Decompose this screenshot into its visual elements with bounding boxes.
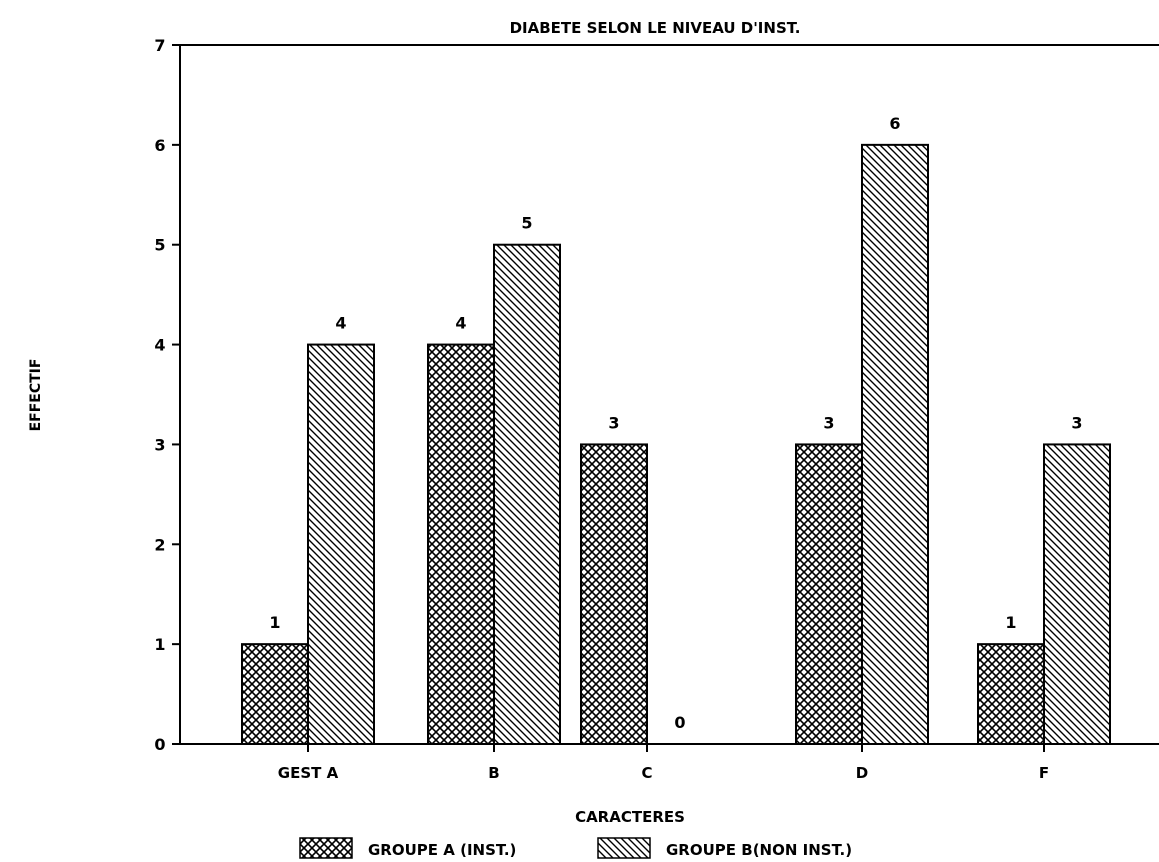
y-axis-label: EFFECTIF: [28, 359, 44, 432]
legend-label-groupe-b: GROUPE B(NON INST.): [666, 841, 852, 859]
y-tick-label: 6: [154, 136, 165, 155]
data-label: 3: [823, 413, 834, 432]
bar-groupe-b: [861, 143, 929, 746]
bar-groupe-a: [795, 443, 863, 745]
x-axis-label: CARACTERES: [575, 808, 685, 826]
data-label: 1: [269, 613, 280, 632]
bar-groupe-a: [241, 643, 309, 746]
x-tick-label: F: [1039, 764, 1049, 782]
data-label: 4: [335, 314, 346, 333]
x-tick-label: C: [641, 764, 652, 782]
y-tick-label: 3: [154, 435, 165, 454]
data-label: 0: [674, 713, 685, 732]
bar-groupe-a: [427, 343, 495, 745]
x-tick-label: GEST A: [278, 764, 339, 782]
data-label: 1: [1005, 613, 1016, 632]
x-tick-label: D: [856, 764, 868, 782]
plot-area: 0 1 2 3 4 5 6 7 GEST A 1 4 B 4 5 C 3 0 D 3 6 F 1 3: [154, 36, 1159, 782]
bar-groupe-a: [977, 643, 1045, 746]
data-label: 3: [1071, 413, 1082, 432]
y-tick-label: 0: [154, 735, 165, 754]
bar-groupe-b: [1043, 443, 1111, 745]
data-label: 5: [521, 214, 532, 233]
data-label: 6: [889, 114, 900, 133]
legend-swatch-groupe-a: [299, 837, 353, 859]
legend: GROUPE A (INST.) GROUPE B(NON INST.): [299, 837, 852, 859]
y-tick-label: 7: [154, 36, 165, 55]
bar-groupe-a: [580, 443, 648, 745]
bar-groupe-b: [307, 343, 375, 745]
bar-groupe-b: [493, 243, 561, 745]
y-tick-label: 4: [154, 336, 165, 355]
x-tick-label: B: [488, 764, 499, 782]
data-label: 3: [608, 413, 619, 432]
data-label: 4: [455, 314, 466, 333]
y-tick-label: 2: [154, 535, 165, 554]
y-tick-label: 5: [154, 236, 165, 255]
chart-title: DIABETE SELON LE NIVEAU D'INST.: [510, 19, 801, 37]
legend-label-groupe-a: GROUPE A (INST.): [368, 841, 516, 859]
legend-swatch-groupe-b: [597, 837, 651, 859]
y-tick-label: 1: [154, 635, 165, 654]
